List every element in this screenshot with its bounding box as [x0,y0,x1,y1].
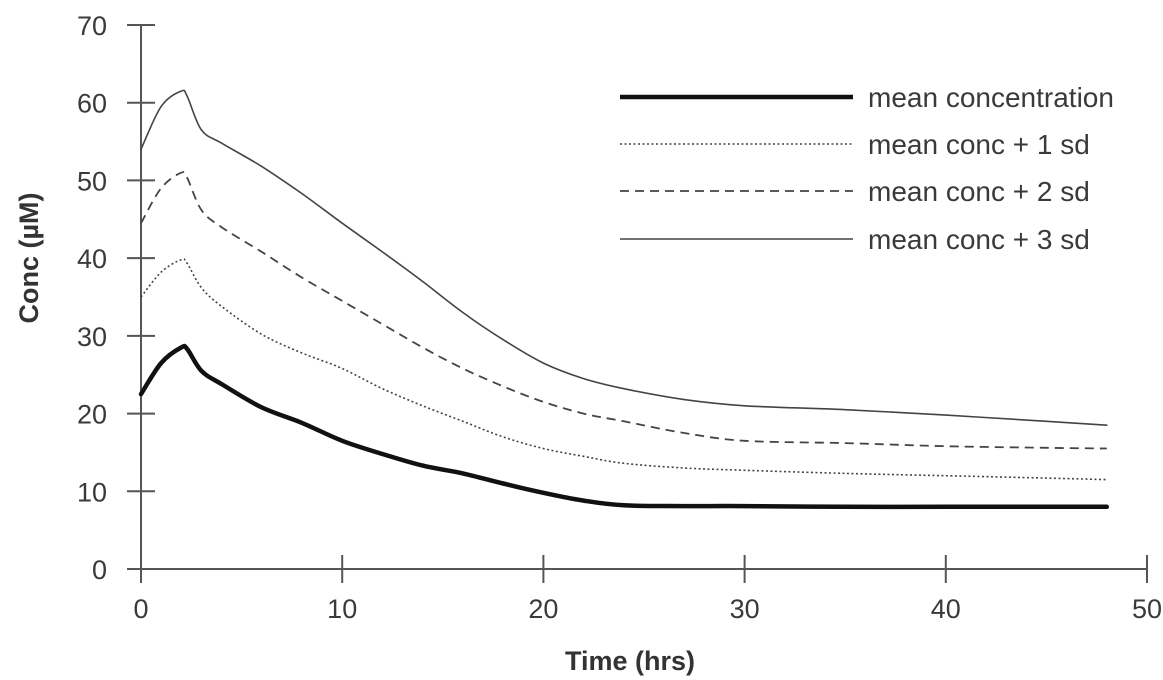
x-axis-title: Time (hrs) [565,646,695,676]
x-tick-label: 20 [528,594,558,624]
axes: 0 10 20 30 40 50 60 70 0 10 20 30 40 50 [77,11,1162,624]
legend-label-3: mean conc + 2 sd [868,176,1090,207]
legend-label-4: mean conc + 3 sd [868,224,1090,255]
y-axis-title: Conc (µM) [14,192,44,323]
x-tick-label: 50 [1132,594,1162,624]
y-tick-label: 0 [92,555,107,585]
y-tick-label: 40 [77,244,107,274]
legend-label-2: mean conc + 1 sd [868,129,1090,160]
y-tick-label: 30 [77,322,107,352]
legend-label-1: mean concentration [868,82,1114,113]
x-tick-label: 30 [730,594,760,624]
y-tick-label: 60 [77,89,107,119]
legend: mean concentration mean conc + 1 sd mean c… [620,82,1114,255]
y-tick-label: 10 [77,477,107,507]
x-tick-label: 0 [133,594,148,624]
series-line-4 [140,89,1108,426]
y-tick-label: 20 [77,400,107,430]
y-tick-label: 70 [77,11,107,41]
series-line-3 [140,171,1107,450]
x-tick-label: 40 [931,594,961,624]
x-tick-label: 10 [327,594,357,624]
series-line-1 [138,343,1110,510]
series-line-2 [140,258,1107,481]
series-lines [138,89,1110,510]
y-tick-label: 50 [77,166,107,196]
